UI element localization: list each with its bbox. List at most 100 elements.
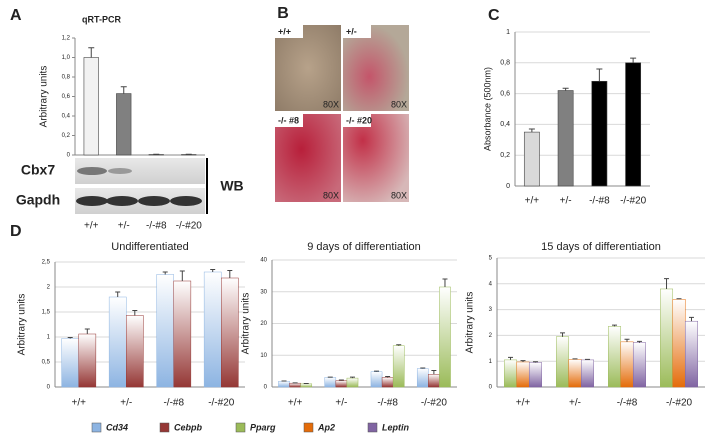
error-bar: [431, 369, 437, 375]
bar: [370, 371, 383, 388]
blot-row-label: Gapdh: [16, 192, 60, 208]
bar: [221, 277, 239, 388]
error-bar: [420, 367, 426, 369]
panel-label: A: [10, 7, 22, 24]
chart-title: 15 days of differentiation: [541, 241, 661, 253]
x-tick-label: +/-: [569, 398, 581, 409]
legend-label: Ap2: [317, 422, 335, 432]
bar: [504, 359, 518, 388]
bar: [528, 362, 542, 388]
error-bar: [560, 332, 566, 337]
bar: [126, 315, 144, 388]
y-tick-label: 3: [489, 307, 493, 313]
bar: [428, 374, 440, 388]
y-tick-label: 1,0: [62, 55, 71, 61]
magnification: 80X: [391, 190, 407, 200]
y-tick-label: 0,6: [500, 90, 510, 97]
y-tick-label: 1: [506, 29, 510, 36]
x-tick-label: +/-: [335, 398, 347, 409]
x-tick-label: -/-#8: [589, 196, 610, 207]
y-tick-label: 0,5: [42, 360, 51, 366]
y-tick-label: 1: [489, 359, 493, 365]
error-bar: [520, 360, 526, 362]
bar: [116, 93, 132, 156]
blot-band: [138, 196, 170, 206]
bar: [83, 57, 99, 156]
error-bar: [385, 376, 391, 378]
bar: [335, 380, 348, 388]
panel-label: B: [277, 5, 289, 22]
bar: [78, 333, 97, 388]
y-tick-label: 0: [489, 385, 493, 391]
error-bar: [442, 278, 448, 287]
y-tick-label: 30: [260, 289, 267, 295]
error-bar: [179, 270, 185, 281]
y-axis-label: Arbitrary units: [241, 293, 252, 355]
error-bar: [67, 337, 73, 339]
x-tick-label: -/-#20: [208, 398, 235, 409]
y-tick-label: 2: [47, 285, 51, 291]
bar: [625, 62, 642, 187]
legend-swatch: [91, 422, 102, 433]
panel-label: C: [488, 7, 500, 24]
bar: [439, 286, 451, 388]
error-bar: [120, 86, 127, 94]
blot-row-label: Cbx7: [21, 162, 55, 178]
error-bar: [88, 47, 95, 58]
legend-swatch: [235, 422, 246, 433]
bar: [557, 90, 574, 187]
error-bar: [162, 271, 168, 275]
chart-title: 9 days of differentiation: [307, 241, 421, 253]
bar: [381, 377, 394, 388]
magnification: 80X: [323, 190, 339, 200]
bar: [632, 342, 646, 388]
y-tick-label: 0,6: [62, 94, 71, 100]
bar: [289, 382, 301, 388]
error-bar: [338, 379, 344, 381]
x-tick-label: -/-#8: [377, 398, 398, 409]
error-bar: [349, 376, 355, 379]
x-tick-label: +/+: [288, 398, 303, 409]
x-tick-label: -/-#20: [620, 196, 647, 207]
bar: [203, 271, 222, 388]
error-bar: [688, 316, 694, 322]
x-tick-label: -/-#20: [666, 398, 693, 409]
error-bar: [396, 344, 402, 346]
blot-band: [106, 196, 138, 206]
micrograph: [343, 25, 409, 111]
label-box: [275, 114, 303, 127]
x-tick-label: +/-: [120, 398, 132, 409]
bar: [61, 338, 80, 388]
blot-band: [76, 196, 108, 206]
label-box: [343, 25, 371, 38]
y-tick-label: 2: [489, 333, 493, 339]
bar: [568, 359, 582, 388]
blot-method: WB: [220, 178, 243, 194]
y-axis-label: Absorbance (500nm): [482, 67, 492, 151]
bar: [324, 377, 337, 388]
error-bar: [374, 370, 380, 372]
y-tick-label: 0: [506, 183, 510, 190]
legend-swatch: [367, 422, 378, 433]
magnification: 80X: [323, 99, 339, 109]
chart-title: qRT-PCR: [82, 14, 121, 24]
y-tick-label: 0: [47, 385, 51, 391]
y-axis-label: Arbitrary units: [39, 66, 50, 128]
error-bar: [562, 87, 569, 91]
blot-band: [108, 168, 132, 174]
bar: [620, 341, 634, 388]
micrograph: [275, 114, 341, 202]
bar: [580, 359, 594, 388]
bar: [300, 383, 313, 388]
bar: [516, 361, 530, 388]
x-tick-label: -/-#20: [421, 398, 448, 409]
legend-label: Cd34: [106, 422, 128, 432]
y-tick-label: 1: [47, 335, 51, 341]
error-bar: [636, 340, 642, 343]
error-bar: [630, 57, 637, 63]
chart-title: Undifferentiated: [111, 241, 188, 253]
panel-label: D: [10, 223, 22, 240]
error-bar: [528, 128, 535, 133]
x-tick-label: +/-: [560, 196, 572, 207]
